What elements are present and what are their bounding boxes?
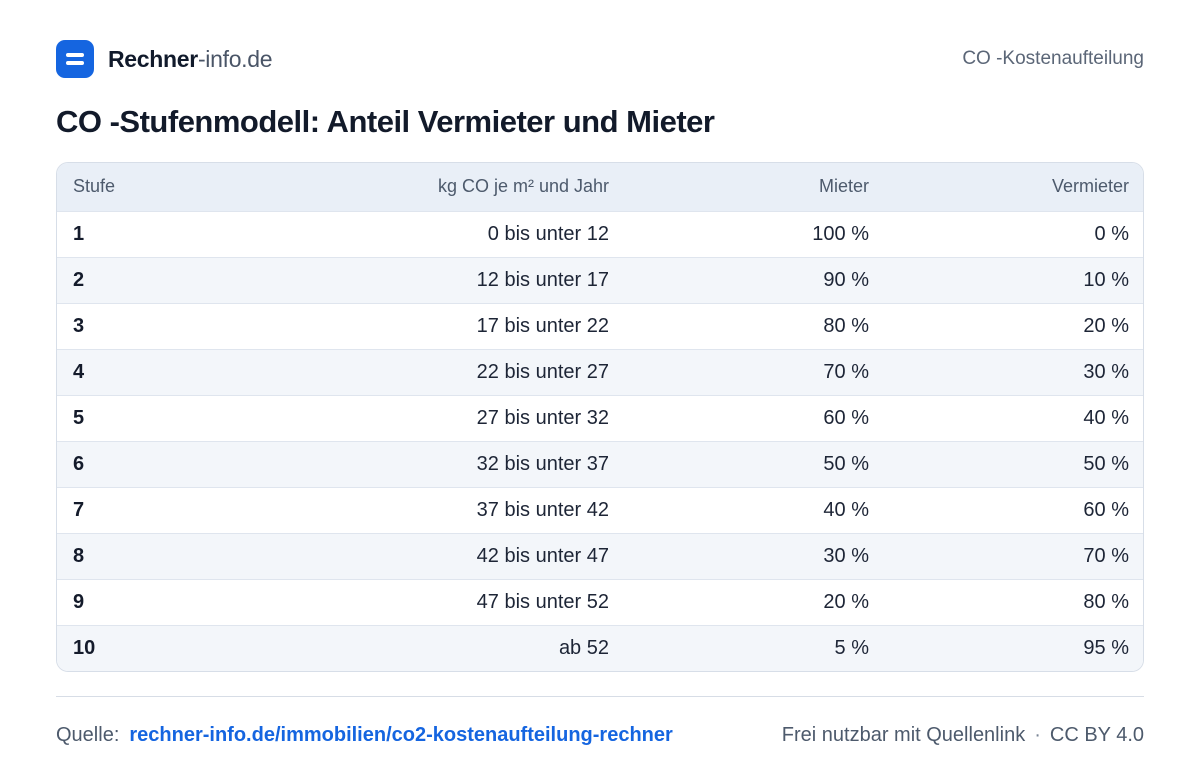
table-row: 7 37 bis unter 42 40 % 60 % [57, 487, 1143, 533]
cell-mieter: 100 % [812, 222, 869, 245]
cell-vermieter: 95 % [1083, 636, 1129, 659]
source-label: Quelle: [56, 723, 120, 746]
cell-stufe: 5 [73, 406, 85, 429]
footer-divider [56, 696, 1144, 697]
cell-vermieter: 50 % [1083, 452, 1129, 475]
cell-co2: 12 bis unter 17 [476, 268, 609, 291]
cell-stufe: 10 [73, 636, 96, 659]
cell-vermieter: 80 % [1083, 590, 1129, 613]
cell-vermieter: 70 % [1083, 544, 1129, 567]
stufen-table: Stufe kg CO je m² und Jahr Mieter Vermie… [57, 163, 1143, 671]
cell-stufe: 6 [73, 452, 85, 475]
cell-co2: ab 52 [558, 636, 609, 659]
cell-co2: 17 bis unter 22 [476, 314, 609, 337]
cell-mieter: 70 % [823, 360, 869, 383]
cell-co2: 32 bis unter 37 [476, 452, 609, 475]
cell-stufe: 4 [73, 360, 85, 383]
cell-mieter: 60 % [823, 406, 869, 429]
cell-stufe: 1 [73, 222, 85, 245]
table-row: 5 27 bis unter 32 60 % 40 % [57, 395, 1143, 441]
page-label: CO -Kostenaufteilung [962, 48, 1144, 69]
cell-co2: 47 bis unter 52 [476, 590, 609, 613]
table-row: 8 42 bis unter 47 30 % 70 % [57, 533, 1143, 579]
cell-mieter: 50 % [823, 452, 869, 475]
footer-separator: · [1034, 723, 1041, 746]
table-row: 10 ab 52 5 % 95 % [57, 625, 1143, 671]
column-header-mieter: Mieter [818, 176, 869, 197]
cell-co2: 37 bis unter 42 [476, 498, 609, 521]
usage-text: Frei nutzbar mit Quellenlink [781, 723, 1026, 746]
cell-co2: 22 bis unter 27 [476, 360, 609, 383]
column-header-stufe: Stufe [73, 176, 116, 197]
license-text: CC BY 4.0 [1049, 723, 1144, 746]
cell-mieter: 90 % [823, 268, 869, 291]
source-link[interactable]: rechner-info.de/immobilien/co2-kostenauf… [129, 723, 673, 746]
cell-stufe: 2 [73, 268, 85, 291]
footer: Quelle: rechner-info.de/immobilien/co2-ko… [56, 722, 1144, 748]
cell-mieter: 40 % [823, 498, 869, 521]
cell-co2: 27 bis unter 32 [476, 406, 609, 429]
stufen-table-container: Stufe kg CO je m² und Jahr Mieter Vermie… [56, 162, 1144, 672]
column-header-vermieter: Vermieter [1051, 176, 1129, 197]
cell-stufe: 3 [73, 314, 85, 337]
brand-name-strong: Rechner [108, 45, 198, 72]
cell-vermieter: 40 % [1083, 406, 1129, 429]
table-row: 1 0 bis unter 12 100 % 0 % [57, 211, 1143, 257]
table-row: 3 17 bis unter 22 80 % 20 % [57, 303, 1143, 349]
cell-stufe: 7 [73, 498, 85, 521]
brand-name: Rechner-info.de [108, 45, 273, 73]
column-header-co2: kg CO je m² und Jahr [437, 176, 609, 197]
cell-vermieter: 60 % [1083, 498, 1129, 521]
cell-vermieter: 20 % [1083, 314, 1129, 337]
license-block: Frei nutzbar mit Quellenlink · CC BY 4.0 [782, 724, 1144, 747]
table-row: 6 32 bis unter 37 50 % 50 % [57, 441, 1143, 487]
logo-icon [56, 40, 94, 78]
table-row: 9 47 bis unter 52 20 % 80 % [57, 579, 1143, 625]
cell-co2: 42 bis unter 47 [476, 544, 609, 567]
brand[interactable]: Rechner-info.de [56, 40, 273, 78]
brand-name-light: -info.de [197, 45, 273, 72]
cell-vermieter: 30 % [1083, 360, 1129, 383]
table-header-row: Stufe kg CO je m² und Jahr Mieter Vermie… [57, 163, 1143, 211]
cell-mieter: 5 % [834, 636, 869, 659]
page-title: CO -Stufenmodell: Anteil Vermieter und M… [56, 104, 715, 139]
cell-mieter: 30 % [823, 544, 869, 567]
source-block: Quelle: rechner-info.de/immobilien/co2-ko… [56, 724, 673, 747]
table-row: 4 22 bis unter 27 70 % 30 % [57, 349, 1143, 395]
cell-stufe: 9 [73, 590, 85, 613]
cell-co2: 0 bis unter 12 [487, 222, 609, 245]
cell-vermieter: 10 % [1083, 268, 1129, 291]
table-row: 2 12 bis unter 17 90 % 10 % [57, 257, 1143, 303]
header: Rechner-info.de CO -Kostenaufteilung [56, 40, 1144, 78]
cell-mieter: 80 % [823, 314, 869, 337]
cell-vermieter: 0 % [1094, 222, 1129, 245]
cell-mieter: 20 % [823, 590, 869, 613]
cell-stufe: 8 [73, 544, 85, 567]
